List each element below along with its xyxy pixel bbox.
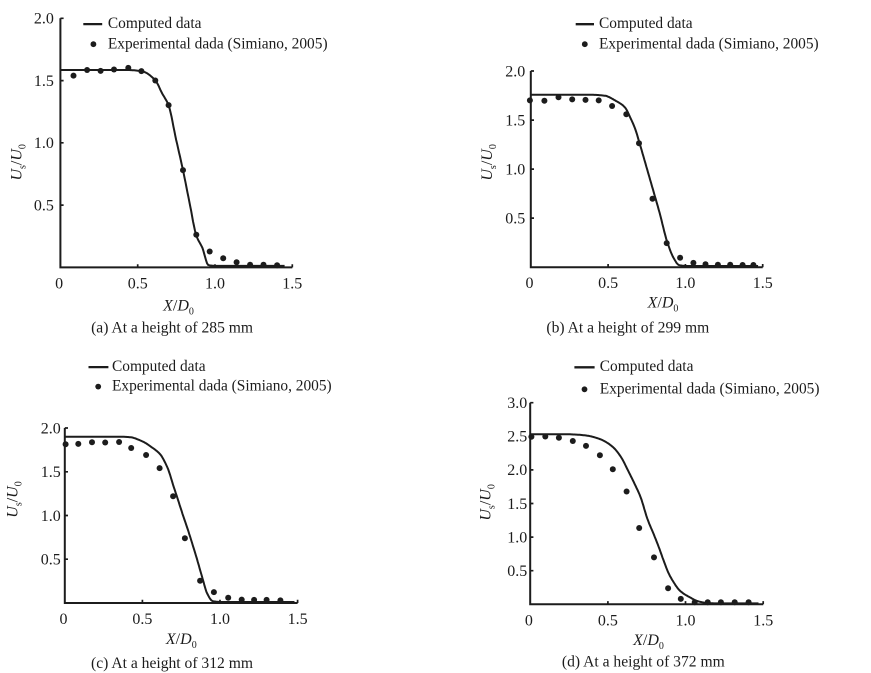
svg-text:1.0: 1.0 (41, 508, 61, 525)
svg-text:1.0: 1.0 (505, 161, 525, 178)
svg-text:0.5: 0.5 (598, 275, 618, 292)
svg-text:1.5: 1.5 (753, 275, 773, 292)
svg-text:1.0: 1.0 (675, 275, 695, 292)
svg-text:Us/U0: Us/U0 (4, 481, 24, 517)
svg-text:1.5: 1.5 (282, 275, 302, 292)
svg-text:Experimental dada (Simiano, 20: Experimental dada (Simiano, 2005) (599, 35, 819, 52)
svg-text:X/D0: X/D0 (647, 295, 679, 315)
svg-text:(d) At a height of 372 mm: (d) At a height of 372 mm (562, 654, 725, 671)
svg-text:0: 0 (55, 275, 63, 292)
svg-text:(c) At a height of 312 mm: (c) At a height of 312 mm (91, 655, 253, 672)
svg-text:1.0: 1.0 (34, 135, 54, 152)
svg-text:1.0: 1.0 (676, 612, 696, 629)
svg-text:2.5: 2.5 (507, 429, 527, 446)
svg-text:0: 0 (526, 275, 534, 292)
svg-text:1.5: 1.5 (41, 464, 61, 481)
svg-text:X/D0: X/D0 (162, 298, 194, 318)
svg-text:2.0: 2.0 (34, 11, 54, 28)
svg-text:1.5: 1.5 (753, 612, 773, 629)
svg-text:3.0: 3.0 (507, 395, 527, 412)
svg-text:2.0: 2.0 (507, 462, 527, 479)
svg-text:1.5: 1.5 (34, 73, 54, 90)
svg-text:0: 0 (525, 612, 533, 629)
svg-text:Computed data: Computed data (108, 15, 202, 32)
svg-text:Experimental dada (Simiano, 20: Experimental dada (Simiano, 2005) (112, 378, 332, 395)
svg-text:2.0: 2.0 (41, 420, 61, 437)
svg-text:0.5: 0.5 (507, 563, 527, 580)
svg-text:0.5: 0.5 (598, 612, 618, 629)
svg-text:1.0: 1.0 (210, 611, 230, 628)
svg-text:1.5: 1.5 (507, 496, 527, 513)
svg-text:0: 0 (60, 611, 68, 628)
svg-text:Us/U0: Us/U0 (9, 144, 29, 180)
svg-text:1.5: 1.5 (288, 611, 308, 628)
svg-text:Computed data: Computed data (599, 15, 693, 32)
svg-text:0.5: 0.5 (132, 611, 152, 628)
svg-text:(a) At a height of 285 mm: (a) At a height of 285 mm (91, 320, 253, 337)
svg-text:0.5: 0.5 (505, 210, 525, 227)
svg-text:Experimental dada (Simiano, 20: Experimental dada (Simiano, 2005) (108, 35, 328, 52)
svg-text:Computed data: Computed data (112, 358, 206, 375)
svg-text:Us/U0: Us/U0 (478, 484, 498, 520)
svg-text:X/D0: X/D0 (165, 631, 197, 651)
svg-text:Us/U0: Us/U0 (479, 144, 499, 180)
svg-text:2.0: 2.0 (505, 63, 525, 80)
svg-text:1.0: 1.0 (507, 529, 527, 546)
svg-text:1.0: 1.0 (205, 275, 225, 292)
svg-text:0.5: 0.5 (41, 552, 61, 569)
svg-text:X/D0: X/D0 (632, 632, 664, 652)
svg-text:0.5: 0.5 (34, 197, 54, 214)
svg-text:1.5: 1.5 (505, 112, 525, 129)
svg-text:Experimental dada (Simiano, 20: Experimental dada (Simiano, 2005) (600, 380, 820, 397)
svg-text:(b) At a height of 299 mm: (b) At a height of 299 mm (546, 320, 709, 337)
svg-text:0.5: 0.5 (128, 275, 148, 292)
svg-text:Computed data: Computed data (600, 358, 694, 375)
